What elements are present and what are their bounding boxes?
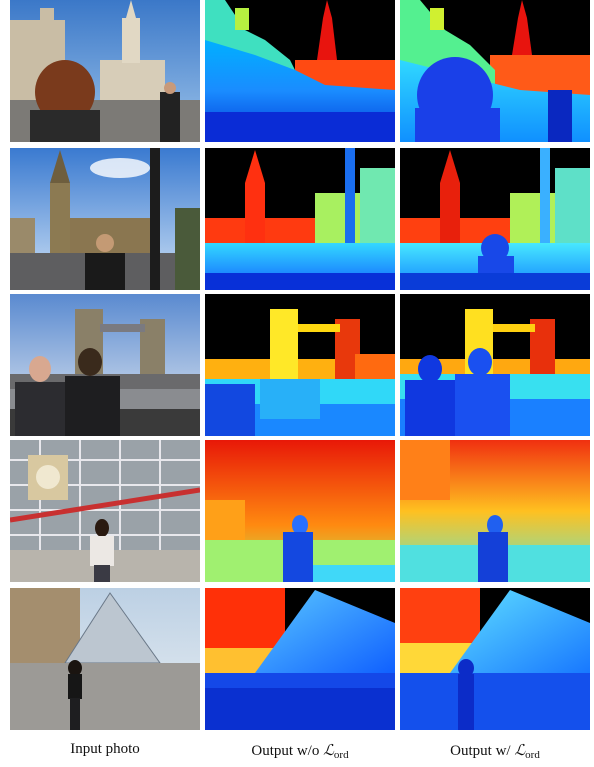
depth-output-with-loss-3 [400, 294, 590, 436]
input-photo-2 [10, 148, 200, 290]
depth-output-without-loss-3 [205, 294, 395, 436]
loss-subscript: ord [525, 749, 540, 761]
depth-output-without-loss-4 [205, 440, 395, 582]
caption-output-without-loss: Output w/o ℒord [205, 741, 395, 761]
input-photo-4 [10, 440, 200, 582]
caption-input-photo: Input photo [10, 741, 200, 758]
caption-output-with-loss: Output w/ ℒord [400, 741, 590, 761]
input-photo-5 [10, 588, 200, 730]
depth-output-with-loss-1 [400, 0, 590, 142]
input-photo-3 [10, 294, 200, 436]
depth-output-with-loss-2 [400, 148, 590, 290]
depth-output-without-loss-1 [205, 0, 395, 142]
depth-output-with-loss-4 [400, 440, 590, 582]
loss-subscript: ord [333, 749, 349, 761]
caption-with-prefix: Output w/ [450, 743, 515, 759]
input-photo-1 [10, 0, 200, 142]
loss-symbol: ℒ [323, 741, 334, 759]
caption-without-prefix: Output w/o [251, 743, 324, 759]
depth-output-without-loss-5 [205, 588, 395, 730]
loss-symbol: ℒ [514, 741, 526, 759]
caption-input-text: Input photo [70, 741, 140, 757]
depth-output-with-loss-5 [400, 588, 590, 730]
depth-output-without-loss-2 [205, 148, 395, 290]
